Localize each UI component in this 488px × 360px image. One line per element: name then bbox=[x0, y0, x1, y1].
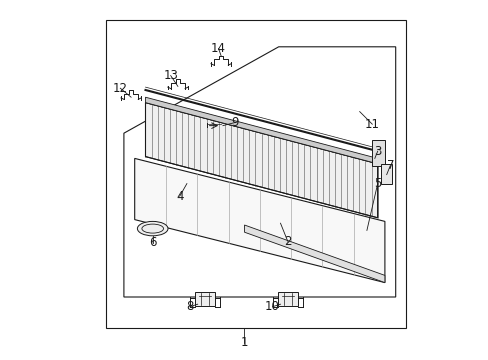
Text: 12: 12 bbox=[113, 82, 127, 95]
Polygon shape bbox=[381, 164, 391, 184]
Text: 3: 3 bbox=[373, 145, 381, 158]
Polygon shape bbox=[244, 225, 384, 283]
Bar bbox=[106, 20, 406, 328]
Text: 11: 11 bbox=[364, 118, 379, 131]
Bar bbox=[277, 292, 297, 306]
Text: 14: 14 bbox=[211, 42, 225, 55]
Text: 13: 13 bbox=[163, 69, 178, 82]
Text: 7: 7 bbox=[386, 159, 393, 172]
Text: 8: 8 bbox=[186, 300, 193, 313]
Text: 5: 5 bbox=[373, 177, 381, 190]
Text: 4: 4 bbox=[176, 190, 183, 203]
Polygon shape bbox=[371, 140, 384, 166]
Polygon shape bbox=[145, 97, 377, 164]
Text: 6: 6 bbox=[149, 237, 156, 249]
Polygon shape bbox=[145, 103, 377, 218]
Text: 9: 9 bbox=[231, 116, 239, 129]
Text: 10: 10 bbox=[264, 300, 280, 313]
Bar bbox=[195, 292, 214, 306]
Text: 2: 2 bbox=[284, 235, 291, 248]
Ellipse shape bbox=[137, 221, 168, 236]
Text: 1: 1 bbox=[240, 336, 248, 349]
Polygon shape bbox=[134, 158, 384, 283]
